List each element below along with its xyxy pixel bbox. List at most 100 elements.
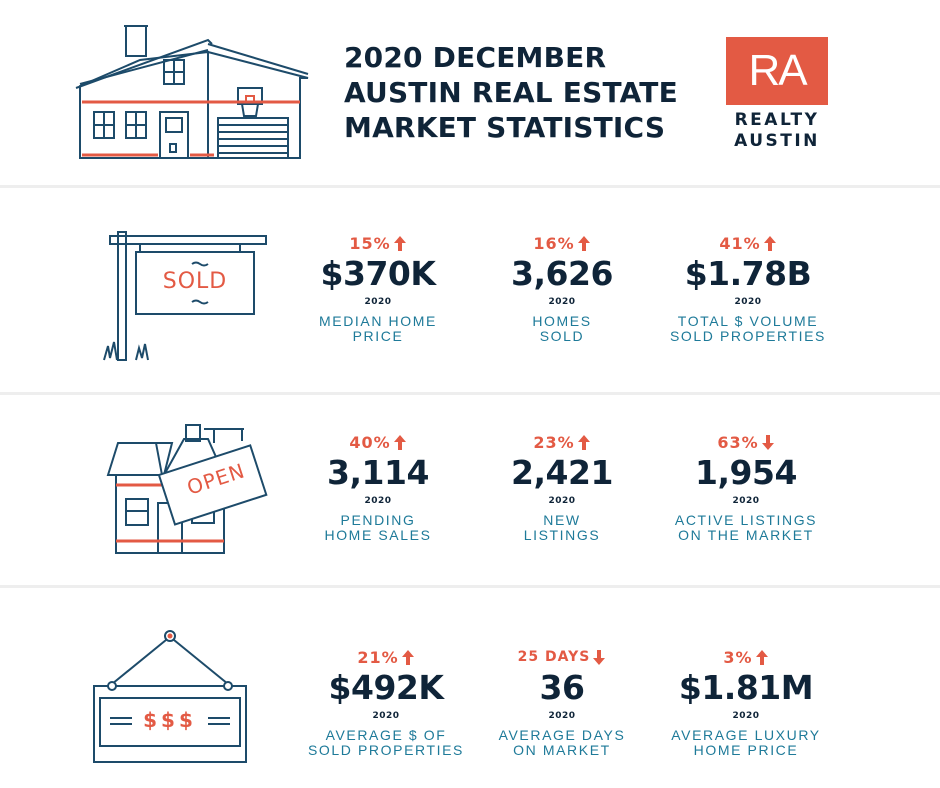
stat-average-days-on-market: 25 DAYS 36 2020 AVERAGE DAYS ON MARKET bbox=[472, 646, 652, 757]
change-indicator: 25 DAYS bbox=[472, 646, 652, 668]
stat-label-line: HOME PRICE bbox=[693, 741, 799, 758]
title-line-1: 2020 DECEMBER bbox=[344, 41, 607, 74]
stat-value: $1.78B bbox=[684, 254, 812, 293]
stat-new-listings: 23% 2,421 2020 NEW LISTINGS bbox=[472, 431, 652, 542]
stat-label-line: SOLD bbox=[539, 327, 585, 344]
stat-value: 3,114 bbox=[327, 453, 429, 492]
stat-label-line: MEDIAN HOME bbox=[319, 313, 437, 329]
change-indicator: 3% bbox=[656, 646, 836, 668]
arrow-up-icon bbox=[763, 235, 777, 252]
stat-average-luxury-price: 3% $1.81M 2020 AVERAGE LUXURY HOME PRICE bbox=[656, 646, 836, 757]
stat-pending-home-sales: 40% 3,114 2020 PENDING HOME SALES bbox=[288, 431, 468, 542]
stat-label-line: AVERAGE $ OF bbox=[325, 727, 447, 743]
stat-label-line: PRICE bbox=[352, 327, 404, 344]
sold-sign-text: SOLD bbox=[162, 269, 228, 294]
stat-label: AVERAGE LUXURY HOME PRICE bbox=[656, 728, 836, 757]
section-divider bbox=[0, 392, 940, 395]
change-indicator: 21% bbox=[296, 646, 476, 668]
stat-year: 2020 bbox=[732, 711, 760, 721]
arrow-down-icon bbox=[761, 434, 775, 451]
change-percent: 16% bbox=[533, 233, 575, 253]
change-indicator: 40% bbox=[288, 431, 468, 453]
realty-austin-logo: RA bbox=[726, 37, 828, 105]
change-percent: 25 DAYS bbox=[517, 649, 591, 665]
stat-label-line: ACTIVE LISTINGS bbox=[674, 512, 818, 528]
stat-value: $1.81M bbox=[678, 668, 814, 707]
stat-year: 2020 bbox=[548, 297, 576, 307]
change-percent: 23% bbox=[533, 432, 575, 452]
stat-label-line: ON MARKET bbox=[513, 741, 611, 758]
change-percent: 63% bbox=[717, 432, 759, 452]
stat-active-listings: 63% 1,954 2020 ACTIVE LISTINGS ON THE MAR… bbox=[656, 431, 836, 542]
stat-label-line: LISTINGS bbox=[523, 526, 601, 543]
change-percent: 21% bbox=[357, 647, 399, 667]
stat-year: 2020 bbox=[732, 496, 760, 506]
stat-average-sold-price: 21% $492K 2020 AVERAGE $ OF SOLD PROPERTI… bbox=[296, 646, 476, 757]
change-indicator: 23% bbox=[472, 431, 652, 453]
stat-year: 2020 bbox=[364, 496, 392, 506]
arrow-up-icon bbox=[401, 649, 415, 666]
stat-year: 2020 bbox=[364, 297, 392, 307]
open-house-icon: OPEN bbox=[104, 421, 274, 557]
stat-label-line: PENDING bbox=[340, 512, 416, 528]
change-indicator: 16% bbox=[472, 232, 652, 254]
logo-wordmark: REALTY AUSTIN bbox=[718, 110, 836, 152]
title-line-3: MARKET STATISTICS bbox=[344, 111, 666, 144]
section-sold: SOLD 15% $370K 2020 MEDIAN HOME PRICE 16%… bbox=[0, 188, 940, 378]
arrow-down-icon bbox=[592, 649, 606, 666]
change-indicator: 63% bbox=[656, 431, 836, 453]
stat-homes-sold: 16% 3,626 2020 HOMES SOLD bbox=[472, 232, 652, 343]
stat-value: 3,626 bbox=[511, 254, 613, 293]
change-indicator: 41% bbox=[658, 232, 838, 254]
stat-label-line: SOLD PROPERTIES bbox=[669, 327, 826, 344]
hanging-price-sign-icon: $$$ bbox=[90, 628, 250, 768]
stat-label-line: TOTAL $ VOLUME bbox=[677, 313, 819, 329]
arrow-up-icon bbox=[393, 434, 407, 451]
stat-label: PENDING HOME SALES bbox=[288, 513, 468, 542]
stat-year: 2020 bbox=[734, 297, 762, 307]
stat-label: AVERAGE $ OF SOLD PROPERTIES bbox=[296, 728, 476, 757]
stat-label-line: AVERAGE LUXURY bbox=[671, 727, 821, 743]
stat-label: AVERAGE DAYS ON MARKET bbox=[472, 728, 652, 757]
section-divider bbox=[0, 185, 940, 188]
sold-sign-icon: SOLD bbox=[100, 230, 270, 366]
house-illustration-icon bbox=[72, 22, 312, 162]
stat-value: 1,954 bbox=[695, 453, 797, 492]
page-title: 2020 DECEMBER AUSTIN REAL ESTATE MARKET … bbox=[344, 40, 704, 145]
stat-year: 2020 bbox=[372, 711, 400, 721]
arrow-up-icon bbox=[393, 235, 407, 252]
change-percent: 15% bbox=[349, 233, 391, 253]
stat-median-home-price: 15% $370K 2020 MEDIAN HOME PRICE bbox=[288, 232, 468, 343]
price-sign-text: $$$ bbox=[143, 708, 197, 732]
header: 2020 DECEMBER AUSTIN REAL ESTATE MARKET … bbox=[0, 0, 940, 185]
change-percent: 40% bbox=[349, 432, 391, 452]
stat-label: NEW LISTINGS bbox=[472, 513, 652, 542]
title-line-2: AUSTIN REAL ESTATE bbox=[344, 76, 678, 109]
change-percent: 41% bbox=[719, 233, 761, 253]
stat-value: $492K bbox=[328, 668, 444, 707]
stat-label-line: HOME SALES bbox=[324, 526, 432, 543]
stat-label: ACTIVE LISTINGS ON THE MARKET bbox=[656, 513, 836, 542]
stat-label: TOTAL $ VOLUME SOLD PROPERTIES bbox=[658, 314, 838, 343]
stat-label: MEDIAN HOME PRICE bbox=[288, 314, 468, 343]
logo-text-line-2: AUSTIN bbox=[734, 131, 820, 151]
change-percent: 3% bbox=[723, 647, 753, 667]
stat-total-volume: 41% $1.78B 2020 TOTAL $ VOLUME SOLD PROPE… bbox=[658, 232, 838, 343]
stat-year: 2020 bbox=[548, 496, 576, 506]
logo-text-line-1: REALTY bbox=[734, 110, 820, 130]
section-open: OPEN 40% 3,114 2020 PENDING HOME SALES 23… bbox=[0, 395, 940, 585]
stat-label-line: AVERAGE DAYS bbox=[498, 727, 626, 743]
change-indicator: 15% bbox=[288, 232, 468, 254]
stat-label-line: ON THE MARKET bbox=[678, 526, 814, 543]
stat-label: HOMES SOLD bbox=[472, 314, 652, 343]
arrow-up-icon bbox=[577, 434, 591, 451]
stat-label-line: HOMES bbox=[532, 313, 592, 329]
section-divider bbox=[0, 585, 940, 588]
stat-value: $370K bbox=[320, 254, 436, 293]
arrow-up-icon bbox=[755, 649, 769, 666]
stat-year: 2020 bbox=[548, 711, 576, 721]
stat-label-line: SOLD PROPERTIES bbox=[307, 741, 464, 758]
stat-label-line: NEW bbox=[543, 512, 581, 528]
arrow-up-icon bbox=[577, 235, 591, 252]
stat-value: 2,421 bbox=[511, 453, 613, 492]
